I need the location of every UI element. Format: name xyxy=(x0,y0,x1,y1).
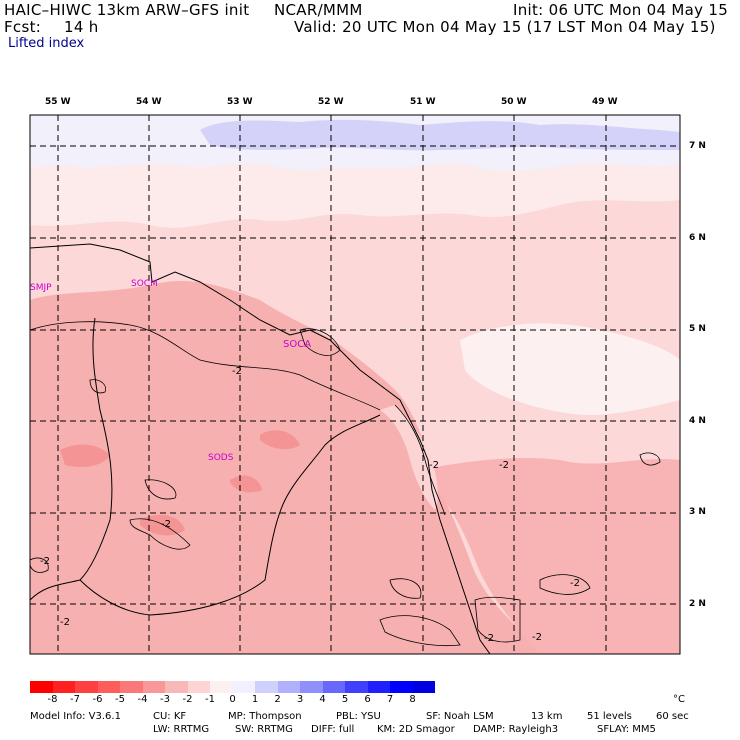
colorbar-swatch xyxy=(232,681,255,693)
lat-label-3n: 3 N xyxy=(689,507,706,517)
colorbar-swatch xyxy=(75,681,98,693)
init-time: Init: 06 UTC Mon 04 May 15 xyxy=(513,1,729,19)
lat-label-4n: 4 N xyxy=(689,416,706,426)
colorbar-swatch xyxy=(345,681,368,693)
longwave-scheme: LW: RRTMG xyxy=(153,724,210,735)
colorbar-swatch xyxy=(120,681,143,693)
field-shade-coast-strip xyxy=(380,405,438,510)
colorbar-swatch xyxy=(210,681,233,693)
station-label-smjp: SMJP xyxy=(30,283,52,293)
colorbar-swatch xyxy=(30,681,53,693)
station-label-sods: SODS xyxy=(208,453,234,463)
colorbar-swatch xyxy=(300,681,323,693)
colorbar-unit: °C xyxy=(673,694,685,705)
colorbar-tick-label: -3 xyxy=(160,694,170,705)
field-shade-ocean-south xyxy=(420,458,680,654)
colorbar-swatch xyxy=(142,681,165,693)
timestep: 60 sec xyxy=(656,711,689,722)
colorbar-tick-label: 5 xyxy=(341,694,349,705)
lon-label-55w: 55 W xyxy=(45,97,71,107)
lon-label-50w: 50 W xyxy=(501,97,527,107)
contour-label: -2 xyxy=(232,366,242,377)
colorbar-swatch xyxy=(277,681,300,693)
contour-label: -2 xyxy=(161,519,171,530)
grid-spacing: 13 km xyxy=(531,711,563,722)
colorbar-tick-label: -8 xyxy=(47,694,58,705)
contour-label: -2 xyxy=(60,617,70,628)
lon-label-51w: 51 W xyxy=(410,97,436,107)
colorbar-tick-label: -1 xyxy=(205,694,215,705)
lat-label-5n: 5 N xyxy=(689,324,706,334)
colorbar-tick-label: 2 xyxy=(274,694,281,705)
contour-label: -2 xyxy=(429,460,439,471)
colorbar-tick-label: 3 xyxy=(296,694,304,705)
colorbar-swatch xyxy=(52,681,75,693)
field-shade-patch-4 xyxy=(230,475,262,493)
contour-lines xyxy=(30,321,661,647)
station-label-soca: SOCA xyxy=(283,339,312,350)
lon-label-53w: 53 W xyxy=(227,97,253,107)
lon-label-49w: 49 W xyxy=(592,97,618,107)
lat-label-6n: 6 N xyxy=(689,233,706,243)
colorbar-swatch xyxy=(390,681,413,693)
colorbar-swatch xyxy=(322,681,345,693)
valid-time: Valid: 20 UTC Mon 04 May 15 (17 LST Mon … xyxy=(294,18,716,36)
lat-label-7n: 7 N xyxy=(689,141,706,151)
colorbar-tick-label: -7 xyxy=(70,694,80,705)
map-frame xyxy=(29,114,681,655)
pbl-scheme: PBL: YSU xyxy=(336,711,381,722)
cumulus-scheme: CU: KF xyxy=(153,711,187,722)
colorbar-tick-label: 7 xyxy=(386,694,394,705)
field-shade-land xyxy=(30,280,540,654)
field-shade-east-light xyxy=(460,323,680,415)
contour-label: -2 xyxy=(484,633,494,644)
colorbar-tick-label: 0 xyxy=(229,694,236,705)
forecast-label: Fcst: xyxy=(4,18,42,36)
colorbar-swatch xyxy=(367,681,390,693)
colorbar-swatch xyxy=(255,681,278,693)
station-label-socm: SOCM xyxy=(131,279,158,289)
field-name: Lifted index xyxy=(8,36,85,51)
field-shade-patch-1 xyxy=(60,444,110,467)
colorbar-swatch xyxy=(187,681,210,693)
coastline xyxy=(30,243,491,654)
colorbar-tick-label: 8 xyxy=(409,694,416,705)
colorbar-tick-label: 1 xyxy=(251,694,259,705)
colorbar-swatch xyxy=(97,681,120,693)
colorbar-tick-label: 6 xyxy=(364,694,371,705)
organization-label: NCAR/MMM xyxy=(274,1,363,19)
contour-label: -2 xyxy=(570,578,580,589)
model-info: Model Info: V3.6.1 xyxy=(30,711,121,722)
colorbar-swatch xyxy=(412,681,435,693)
colorbar-tick-label: 4 xyxy=(319,694,326,705)
diffusion-setting: DIFF: full xyxy=(311,724,355,735)
colorbar-tick-label: -6 xyxy=(92,694,103,705)
colorbar-swatch xyxy=(165,681,188,693)
lat-label-2n: 2 N xyxy=(689,599,706,609)
contour-label: -2 xyxy=(40,556,50,567)
colorbar xyxy=(30,681,435,693)
colorbar-tick-label: -2 xyxy=(182,694,193,705)
colorbar-tick-label: -5 xyxy=(115,694,125,705)
shortwave-scheme: SW: RRTMG xyxy=(235,724,293,735)
field-shade-positive xyxy=(200,119,680,151)
contour-label: -2 xyxy=(532,632,542,643)
lon-label-54w: 54 W xyxy=(136,97,162,107)
contour-label: -2 xyxy=(499,460,509,471)
damping-setting: DAMP: Rayleigh3 xyxy=(473,724,559,735)
surface-scheme: SF: Noah LSM xyxy=(426,711,494,722)
vertical-levels: 51 levels xyxy=(587,711,632,722)
microphysics-scheme: MP: Thompson xyxy=(228,711,302,722)
forecast-hours: 14 h xyxy=(64,18,99,36)
surface-layer-setting: SFLAY: MM5 xyxy=(597,724,656,735)
colorbar-tick-label: -4 xyxy=(137,694,148,705)
lon-label-52w: 52 W xyxy=(318,97,344,107)
lat-lon-grid xyxy=(30,115,680,654)
field-shade-patch-2 xyxy=(260,430,300,450)
model-title: HAIC–HIWC 13km ARW–GFS init xyxy=(4,1,250,19)
km-setting: KM: 2D Smagor xyxy=(377,724,455,735)
